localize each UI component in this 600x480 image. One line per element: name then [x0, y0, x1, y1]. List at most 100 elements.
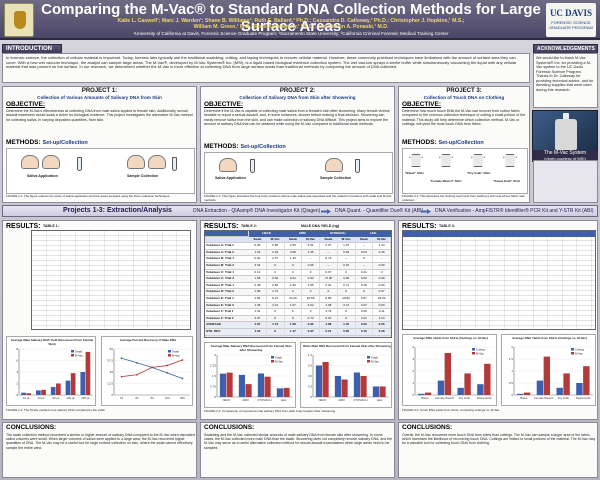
- fig-3-caption: FIGURE 3.2: Touch DNA yields from shirts…: [402, 408, 500, 412]
- x-tick-label: 50 µL: [52, 396, 59, 400]
- project-1-objective-heading: OBJECTIVE:: [6, 101, 46, 108]
- bar-swab: [50, 386, 56, 395]
- point-swab: [120, 357, 123, 360]
- figure-3-2: Average DNA Yields from Shirts (Cuttings…: [402, 334, 497, 406]
- table-3: [402, 230, 596, 330]
- fig-2-2-title: Average Male Salivary DNA Recovered from…: [210, 344, 292, 353]
- table-2-cell: 0.57: [355, 295, 374, 303]
- table-2-column-header: LEG: [355, 231, 391, 237]
- bar-m-vac: [245, 384, 252, 397]
- table-2-cell: 20.82: [337, 295, 356, 303]
- table-2-cell: 0.97: [302, 328, 320, 336]
- table-2-cell: 0.21: [284, 276, 303, 283]
- ack-body: We would like to thank M-Vac Systems® In…: [533, 53, 598, 108]
- table-2-cell: 0: [302, 269, 320, 277]
- table-2-cell: 1.04: [249, 249, 267, 257]
- table-2-subheader: M-Vac: [373, 236, 391, 244]
- table-2-column-header: ARM: [284, 231, 320, 237]
- table-2-cell: 0.50: [373, 282, 391, 290]
- x-tick-label: Dry Grab: [558, 396, 570, 400]
- table-2-cell: 0: [337, 309, 356, 316]
- fig-2-3-title: Ratio Male DNA Recovered from Female Ski…: [303, 344, 391, 348]
- poster-title: Comparing the M-Vac® to Standard DNA Col…: [41, 1, 541, 35]
- point-m-vac: [166, 364, 169, 367]
- table-2-subheader-corner: [205, 236, 249, 244]
- table-2-cell: <0.00: [320, 276, 338, 283]
- table-2-cell: 0: [266, 269, 285, 277]
- table-2-cell: 0.22: [320, 315, 338, 323]
- table-2-cell: 1.04: [249, 328, 267, 336]
- banner-step-1: DNA Extraction - QIAamp® DNA Investigato…: [193, 208, 321, 214]
- table-2-cell: 2.07: [249, 315, 267, 323]
- shirt-label-blank: "Blank" Shirt: [405, 171, 424, 175]
- legend-label: Cutting: [476, 347, 485, 351]
- figure-3-3: Average DNA Yields from Shirts (Cuttings…: [501, 334, 596, 406]
- y-tick-label: 1: [511, 369, 513, 373]
- x-tick-label: STOMACH: [354, 398, 368, 402]
- table-2-cell: 8.21: [266, 295, 285, 303]
- y-tick-label: 3: [412, 357, 414, 361]
- table-2-cell: 0.85: [320, 295, 338, 303]
- table-2-row-label: Volunteer D: Trial 2: [205, 289, 249, 296]
- bar-swab: [65, 380, 71, 395]
- bar-m-vac: [341, 379, 348, 397]
- table-2-cell: 0.02: [302, 276, 320, 283]
- arm-icon: [148, 155, 166, 169]
- table-2-cell: 3.21: [355, 315, 374, 323]
- shirt-icon: [503, 154, 517, 167]
- bar-m-vac: [424, 392, 432, 395]
- legend-swatch: [71, 350, 74, 353]
- table-2-cell: 0.66: [355, 335, 374, 337]
- bar-m-vac: [264, 376, 271, 397]
- table-2-cell: 0: [355, 289, 374, 296]
- results-3-heading: RESULTS:: [402, 223, 437, 230]
- table-2-cell: 0.28: [373, 328, 391, 336]
- table-2-cell: 0.93: [337, 249, 356, 257]
- bar-swab: [36, 390, 41, 395]
- table-2-cell: 0.78: [266, 335, 285, 337]
- table-2-cell: 3.13: [337, 302, 356, 310]
- bar-m-vac: [563, 373, 570, 395]
- table-2-cell: 1.68: [320, 322, 338, 329]
- bar-cutting: [536, 380, 544, 395]
- figure-1-3: Average Percent Recovery of Male DNA 0 12…: [101, 336, 193, 406]
- bar-swab: [334, 376, 341, 397]
- arrow-right-icon: [321, 209, 331, 214]
- point-m-vac: [181, 359, 184, 361]
- y-tick-label: 4: [412, 345, 414, 349]
- table-2-cell: --: [355, 243, 374, 250]
- y-tick-label: 25: [110, 370, 114, 374]
- legend-label: Cutting: [575, 347, 584, 351]
- table-2-row-label: STD. DEV.: [205, 328, 249, 336]
- chart-1-2: 0 2 4 6 8 10 µL 20 µL 50 µL 100 µL 250 µL SwabM-Va…: [16, 347, 93, 400]
- table-2-cell: --: [320, 262, 338, 270]
- legend-label: Swab: [75, 349, 82, 353]
- table-2-grid: HECK ARM STOMACH LEG Swab M-Vac Swab M-Vac Swab M…: [205, 231, 391, 337]
- table-2-cell: 3.23: [373, 315, 391, 323]
- table-2-cell: 1.38: [249, 302, 267, 310]
- y-tick-label: 0: [16, 393, 18, 397]
- table-2-cell: 0: [266, 328, 285, 336]
- pipette-icon: [250, 159, 255, 173]
- table-2-cell: 0.07: [320, 269, 338, 277]
- legend-label: M-Vac: [476, 351, 484, 355]
- arm-icon: [127, 155, 145, 169]
- table-2-cell: 1.32: [249, 309, 267, 316]
- project-3-methods-heading: METHODS: Set-up/Collection: [402, 139, 484, 146]
- point-m-vac: [135, 373, 138, 376]
- sample-collection-label: Sample Collection: [127, 174, 159, 178]
- conclusions-2-body: Swabbing and the M-Vac collected similar…: [204, 433, 393, 450]
- legend-swatch: [472, 352, 475, 355]
- bar-m-vac: [484, 363, 491, 395]
- project-2-objective: Determine if the M-Vac is capable of col…: [204, 109, 390, 126]
- x-tick-label: 100 µL: [66, 396, 75, 400]
- fig-3-3-title: Average DNA Yields from Shirts (Cuttings…: [512, 336, 587, 340]
- legend-label: M-Vac: [75, 353, 83, 357]
- table-2-cell: 0.15: [337, 262, 356, 270]
- x-tick-label: Female Wear'd: [534, 396, 553, 400]
- x-tick-label: Blank: [520, 396, 528, 400]
- y-tick-label: 0: [310, 395, 312, 399]
- table-2-cell: 0.21: [320, 328, 338, 336]
